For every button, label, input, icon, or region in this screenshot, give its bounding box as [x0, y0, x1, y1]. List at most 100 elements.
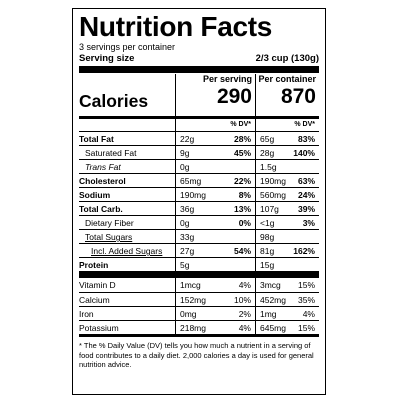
label-title: Nutrition Facts: [79, 11, 273, 42]
serving-dv: 28%: [233, 134, 251, 144]
container-dv: [287, 258, 319, 271]
serving-amount: 0mg: [175, 307, 215, 320]
serving-amount: 36g: [175, 202, 215, 215]
nutrient-row-vitamin-d: Vitamin D 1mcg 4% 3mcg 15%: [79, 278, 319, 292]
serving-amount: 218mg: [175, 321, 215, 334]
container-dv: 39%: [297, 204, 315, 214]
container-dv: 140%: [293, 148, 315, 158]
nutrient-name: Total Sugars: [85, 232, 133, 242]
container-dv: 15%: [297, 280, 315, 290]
nutrient-name: Sodium: [79, 190, 111, 200]
nutrient-name: Saturated Fat: [85, 148, 137, 158]
container-dv: 83%: [297, 134, 315, 144]
dv-header-row: % DV* % DV*: [79, 119, 319, 131]
dv-footnote: * The % Daily Value (DV) tells you how m…: [79, 341, 314, 369]
calories-label: Calories: [79, 91, 149, 111]
container-dv: 24%: [297, 190, 315, 200]
serving-dv: 54%: [233, 246, 251, 256]
serving-dv: [215, 160, 255, 173]
nutrient-name: Dietary Fiber: [85, 218, 134, 228]
dv-header-container: % DV*: [255, 119, 319, 131]
container-amount: 3mcg: [255, 278, 287, 292]
serving-dv: 0%: [238, 218, 251, 228]
divider-thick-vitamins: [79, 271, 319, 278]
serving-amount: 22g: [175, 132, 215, 145]
per-container-column: Per container 870: [255, 74, 320, 116]
container-dv: [287, 230, 319, 243]
nutrient-name: Vitamin D: [79, 280, 116, 290]
nutrient-row-total-fat: Total Fat 22g 28% 65g 83%: [79, 131, 319, 145]
nutrient-row-total-sugars: Total Sugars 33g 98g: [79, 229, 319, 243]
container-dv: 3%: [302, 218, 315, 228]
servings-per-container: 3 servings per container: [79, 42, 176, 52]
container-dv: 162%: [293, 246, 315, 256]
per-serving-column: Per serving 290: [175, 74, 256, 116]
nutrient-row-saturated-fat: Saturated Fat 9g 45% 28g 140%: [79, 145, 319, 159]
container-dv: 4%: [302, 309, 315, 319]
nutrient-name: Calcium: [79, 295, 110, 305]
serving-dv: 4%: [238, 323, 251, 333]
nutrient-row-sodium: Sodium 190mg 8% 560mg 24%: [79, 187, 319, 201]
container-amount: 190mg: [255, 174, 287, 187]
serving-amount: 152mg: [175, 293, 215, 306]
container-amount: 98g: [255, 230, 287, 243]
serving-amount: 5g: [175, 258, 215, 271]
serving-dv: 4%: [238, 280, 251, 290]
nutrient-name: Incl. Added Sugars: [91, 246, 163, 256]
serving-size-row: Serving size 2/3 cup (130g): [79, 53, 319, 65]
calories-section: Calories Per serving 290 Per container 8…: [79, 73, 319, 116]
serving-dv: 10%: [233, 295, 251, 305]
divider-footnote: [79, 334, 319, 337]
container-amount: 452mg: [255, 293, 287, 306]
container-dv: [287, 160, 319, 173]
dv-header-serving: % DV*: [175, 119, 255, 131]
serving-amount: 65mg: [175, 174, 215, 187]
nutrient-row-added-sugars: Incl. Added Sugars 27g 54% 81g 162%: [79, 243, 319, 257]
divider-thick: [79, 66, 319, 73]
container-amount: 560mg: [255, 188, 287, 201]
nutrient-name: Protein: [79, 260, 109, 270]
nutrient-row-cholesterol: Cholesterol 65mg 22% 190mg 63%: [79, 173, 319, 187]
nutrition-label: Nutrition Facts 3 servings per container…: [72, 8, 326, 395]
serving-amount: 190mg: [175, 188, 215, 201]
serving-dv: [215, 230, 255, 243]
calories-per-container: 870: [280, 85, 316, 108]
nutrient-row-dietary-fiber: Dietary Fiber 0g 0% <1g 3%: [79, 215, 319, 229]
container-amount: 81g: [255, 244, 287, 257]
serving-amount: 0g: [175, 160, 215, 173]
serving-dv: 13%: [233, 204, 251, 214]
divider-medium: [79, 116, 319, 119]
serving-dv: 45%: [233, 148, 251, 158]
per-serving-header: Per serving: [202, 74, 252, 84]
container-amount: 15g: [255, 258, 287, 271]
container-amount: 1.5g: [255, 160, 287, 173]
container-dv: 15%: [297, 323, 315, 333]
container-amount: <1g: [255, 216, 287, 229]
nutrient-row-total-carb: Total Carb. 36g 13% 107g 39%: [79, 201, 319, 215]
nutrient-name: Total Carb.: [79, 204, 123, 214]
serving-amount: 9g: [175, 146, 215, 159]
serving-size-label: Serving size: [79, 53, 135, 64]
serving-dv: 2%: [238, 309, 251, 319]
container-amount: 107g: [255, 202, 287, 215]
serving-amount: 1mcg: [175, 278, 215, 292]
container-amount: 28g: [255, 146, 287, 159]
container-amount: 645mg: [255, 321, 287, 334]
per-container-header: Per container: [258, 74, 316, 84]
serving-amount: 0g: [175, 216, 215, 229]
nutrient-name: Trans Fat: [85, 162, 121, 172]
nutrient-row-potassium: Potassium 218mg 4% 645mg 15%: [79, 320, 319, 334]
nutrient-row-protein: Protein 5g 15g: [79, 257, 319, 271]
nutrient-name: Potassium: [79, 323, 119, 333]
nutrient-name: Total Fat: [79, 134, 114, 144]
serving-dv: 22%: [233, 176, 251, 186]
container-dv: 35%: [297, 295, 315, 305]
nutrient-name: Cholesterol: [79, 176, 126, 186]
nutrient-row-trans-fat: Trans Fat 0g 1.5g: [79, 159, 319, 173]
container-amount: 65g: [255, 132, 287, 145]
nutrient-name: Iron: [79, 309, 94, 319]
nutrient-row-calcium: Calcium 152mg 10% 452mg 35%: [79, 292, 319, 306]
serving-amount: 33g: [175, 230, 215, 243]
container-amount: 1mg: [255, 307, 287, 320]
container-dv: 63%: [297, 176, 315, 186]
